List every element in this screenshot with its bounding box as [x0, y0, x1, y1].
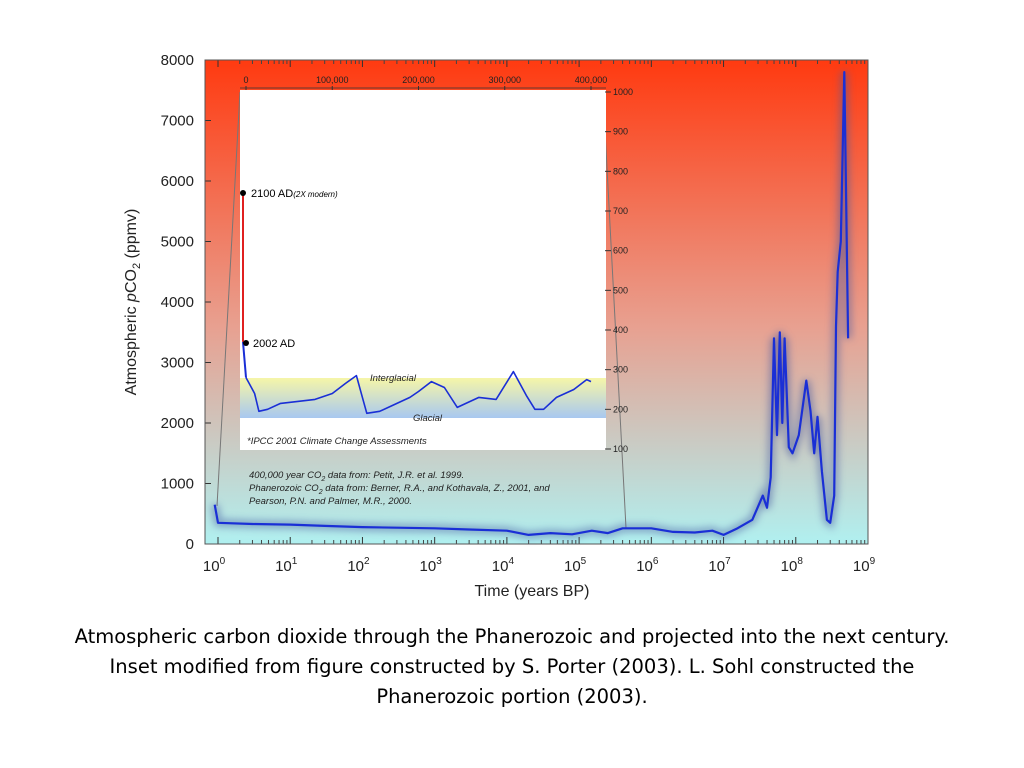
inset-y-tick-label: 100	[613, 444, 628, 454]
credit-line: Pearson, P.N. and Palmer, M.R., 2000.	[249, 496, 412, 507]
y-tick-label: 0	[186, 536, 194, 553]
y-axis-ticks: 0 1000 2000 3000 4000 5000 6000 7000 8000	[161, 52, 211, 553]
label-2002-ad: 2002 AD	[253, 338, 295, 350]
y-tick-label: 4000	[161, 294, 194, 311]
inset-y-tick-label: 900	[613, 127, 628, 137]
plot-frame	[204, 59, 869, 545]
connector-right	[602, 91, 627, 529]
x-tick-label: 102	[347, 556, 370, 575]
inset-y-tick-label: 200	[613, 404, 628, 414]
x-tick-label: 107	[708, 556, 731, 575]
x-tick-label: 106	[636, 556, 659, 575]
credit-line: Phanerozoic CO2 data from: Berner, R.A.,…	[249, 483, 550, 496]
x-axis-ticks: 100 101 102 103 104 105 106 107 108 109	[203, 60, 876, 575]
label-2100-ad: 2100 AD(2X modern)	[251, 188, 338, 200]
x-tick-label: 100	[203, 556, 226, 575]
x-tick-label: 108	[781, 556, 804, 575]
inset-x-ticks: 0 100,000 200,000 300,000 400,000	[240, 75, 607, 90]
inset-glacial-band	[240, 378, 606, 418]
credit-line: 400,000 year CO2 data from: Petit, J.R. …	[249, 470, 464, 483]
main-series	[211, 71, 852, 539]
ipcc-note: *IPCC 2001 Climate Change Assessments	[247, 436, 427, 447]
data-credits: 400,000 year CO2 data from: Petit, J.R. …	[249, 470, 550, 507]
inset-y-tick-label: 300	[613, 365, 628, 375]
y-axis-label: Atmospheric pCO2 (ppmv)	[123, 209, 143, 396]
inset-x-tick-label: 300,000	[488, 75, 521, 85]
inset-y-tick-label: 700	[613, 206, 628, 216]
inset-y-tick-label: 800	[613, 166, 628, 176]
inset-link-line	[242, 341, 247, 378]
y-tick-label: 7000	[161, 113, 194, 130]
inset-y-tick-label: 1000	[613, 87, 633, 97]
x-tick-label: 103	[420, 556, 443, 575]
series-line	[213, 71, 850, 536]
label-glacial: Glacial	[413, 413, 443, 424]
inset-x-tick-label: 400,000	[575, 75, 608, 85]
point-2100-ad	[240, 190, 246, 196]
inset-y-tick-label: 500	[613, 285, 628, 295]
inset-x-tick-label: 100,000	[316, 75, 349, 85]
x-tick-label: 101	[275, 556, 298, 575]
connector-left	[216, 91, 241, 507]
y-tick-label: 3000	[161, 355, 194, 372]
inset-series-line	[245, 370, 592, 415]
inset-series	[242, 195, 592, 415]
point-2002-ad	[243, 340, 249, 346]
y-tick-label: 1000	[161, 476, 194, 493]
inset-x-tick-label: 200,000	[402, 75, 435, 85]
inset-chart: 0 100,000 200,000 300,000 400,000 100 200 300 4…	[240, 75, 633, 454]
y-tick-label: 6000	[161, 173, 194, 190]
label-interglacial: Interglacial	[370, 373, 417, 384]
y-tick-label: 2000	[161, 415, 194, 432]
inset-x-tick-label: 0	[243, 75, 248, 85]
x-tick-label: 104	[492, 556, 515, 575]
x-tick-label: 109	[853, 556, 876, 575]
inset-y-tick-label: 400	[613, 325, 628, 335]
inset-y-tick-label: 600	[613, 246, 628, 256]
y-tick-label: 8000	[161, 52, 194, 69]
x-axis-label: Time (years BP)	[475, 583, 590, 600]
y-tick-label: 5000	[161, 234, 194, 251]
inset-y-ticks: 100 200 300 400 500 600 700 800 900 1000	[605, 87, 633, 454]
inset-connector-lines	[216, 91, 627, 529]
x-tick-label: 105	[564, 556, 587, 575]
figure-caption: Atmospheric carbon dioxide through the P…	[74, 625, 950, 708]
